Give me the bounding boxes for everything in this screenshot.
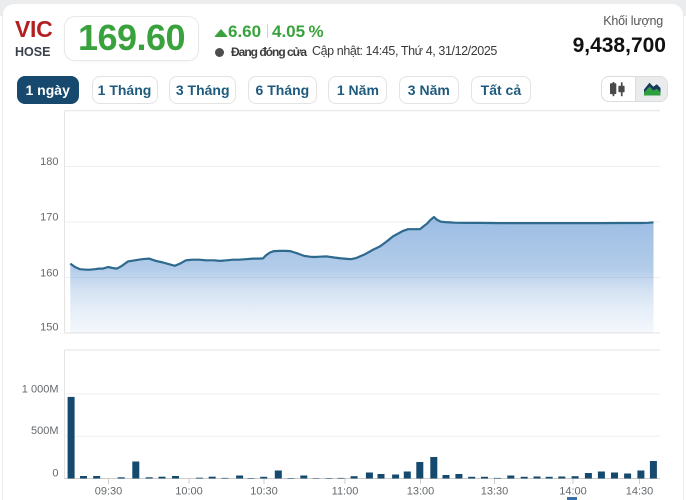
svg-text:13:00: 13:00	[407, 486, 435, 498]
svg-text:14:30: 14:30	[626, 486, 654, 498]
svg-text:10:30: 10:30	[250, 486, 278, 498]
svg-text:10:00: 10:00	[175, 486, 203, 498]
svg-text:13:30: 13:30	[481, 486, 509, 498]
svg-text:1 000M: 1 000M	[22, 384, 59, 396]
svg-text:500M: 500M	[31, 425, 59, 437]
svg-text:14:00: 14:00	[559, 486, 587, 498]
svg-text:11:00: 11:00	[332, 486, 359, 498]
svg-text:180: 180	[40, 156, 58, 168]
svg-text:09:30: 09:30	[95, 486, 123, 498]
svg-text:0: 0	[52, 468, 58, 480]
svg-text:150: 150	[40, 322, 58, 334]
svg-text:160: 160	[40, 268, 58, 280]
svg-text:170: 170	[40, 212, 58, 224]
